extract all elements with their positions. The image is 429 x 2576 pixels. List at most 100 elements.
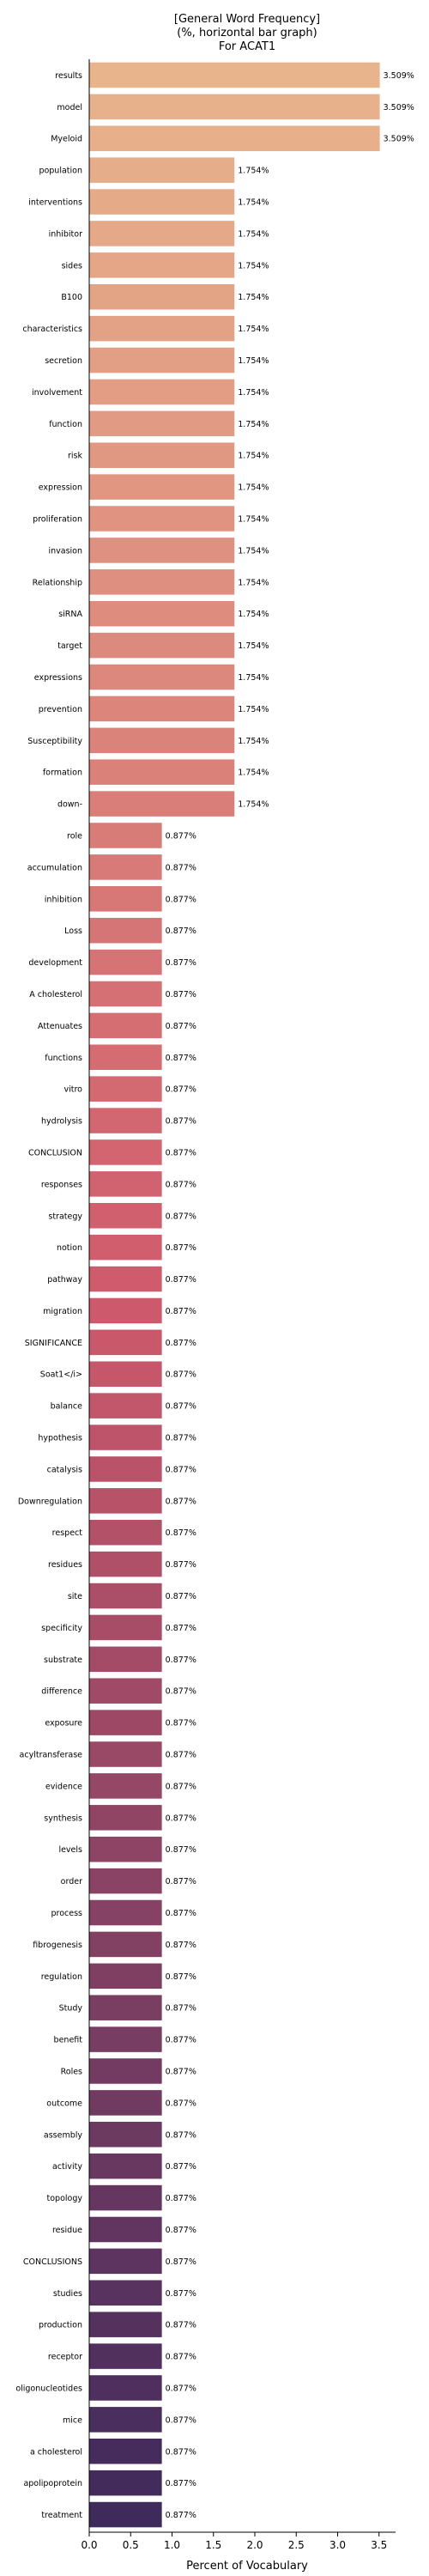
bar: [89, 1044, 162, 1071]
category-label: substrate: [44, 1656, 82, 1665]
data-label: 0.877%: [166, 1687, 196, 1697]
x-axis: 0.0 0.5 1.0 1.5 2.0 2.5 3.0 3.5: [81, 59, 396, 2551]
bar: [89, 1108, 162, 1133]
bar: [89, 2090, 162, 2116]
data-label: 1.754%: [238, 800, 269, 810]
category-label: mice: [63, 2415, 82, 2425]
data-label: 0.877%: [166, 2447, 196, 2457]
data-label: 0.877%: [166, 831, 196, 841]
data-label: 0.877%: [166, 1497, 196, 1506]
category-label: apolipoprotein: [23, 2479, 82, 2488]
category-label: invasion: [48, 546, 82, 556]
bar: [89, 1139, 162, 1165]
bar: [89, 442, 235, 468]
category-label: oligonucleotides: [15, 2384, 82, 2393]
data-label: 0.877%: [166, 1465, 196, 1474]
data-label: 0.877%: [166, 958, 196, 968]
data-label: 0.877%: [166, 1054, 196, 1063]
bar: [89, 1583, 162, 1609]
data-label: 0.877%: [166, 2289, 196, 2299]
bar: [89, 949, 162, 975]
x-axis-title: Percent of Vocabulary: [186, 2560, 308, 2573]
category-label: difference: [41, 1687, 82, 1697]
bar: [89, 1171, 162, 1197]
data-label: 0.877%: [166, 1243, 196, 1253]
data-label: 1.754%: [238, 420, 269, 429]
bar: [89, 1297, 162, 1324]
category-label: proliferation: [33, 515, 82, 525]
bar: [89, 1456, 162, 1482]
bar: [89, 2248, 162, 2275]
bar: [89, 1931, 162, 1958]
data-label: 0.877%: [166, 1877, 196, 1886]
data-label: 0.877%: [166, 2067, 196, 2076]
x-tick-label: 0.0: [81, 2539, 97, 2551]
bar: [89, 1329, 162, 1356]
category-label: responses: [41, 1180, 82, 1189]
x-tick-label: 3.0: [329, 2539, 346, 2551]
data-label: 1.754%: [238, 737, 269, 746]
data-label: 1.754%: [238, 356, 269, 366]
bar: [89, 474, 235, 500]
category-label: CONCLUSION: [28, 1148, 82, 1157]
data-label: 1.754%: [238, 261, 269, 270]
bar: [89, 1012, 162, 1039]
x-tick-label: 1.0: [164, 2539, 180, 2551]
bar: [89, 2312, 162, 2337]
category-label: characteristics: [22, 325, 82, 334]
bar: [89, 1361, 162, 1387]
bar: [89, 1710, 162, 1735]
category-label: outcome: [46, 2099, 82, 2108]
category-label: function: [49, 420, 82, 429]
data-label: 0.877%: [166, 1719, 196, 1728]
category-label: vitro: [64, 1085, 83, 1095]
category-label: benefit: [54, 2036, 83, 2045]
category-label: site: [68, 1592, 82, 1601]
bar: [89, 696, 235, 722]
data-label: 1.754%: [238, 167, 269, 176]
data-label: 1.754%: [238, 610, 269, 619]
category-label: down-: [57, 800, 82, 810]
bar: [89, 1203, 162, 1229]
data-label: 0.877%: [166, 2130, 196, 2140]
bar: [89, 664, 235, 690]
data-label: 1.754%: [238, 705, 269, 714]
category-label: role: [67, 831, 82, 841]
bar: [89, 2216, 162, 2243]
bar: [89, 1425, 162, 1450]
category-label: development: [28, 958, 82, 968]
bar: [89, 1614, 162, 1641]
bar: [89, 538, 235, 563]
bar: [89, 1899, 162, 1926]
data-label: 0.877%: [166, 1782, 196, 1791]
category-label: interventions: [28, 198, 82, 208]
bar: [89, 1519, 162, 1546]
bar: [89, 221, 235, 246]
x-tick-label: 3.5: [371, 2539, 387, 2551]
category-label: respect: [52, 1528, 83, 1538]
data-label: 0.877%: [166, 1022, 196, 1031]
category-label: Downregulation: [18, 1497, 82, 1506]
category-label: population: [39, 167, 82, 176]
category-label: topology: [47, 2194, 83, 2203]
category-label: specificity: [41, 1624, 82, 1633]
bar: [89, 1234, 162, 1261]
bar: [89, 315, 235, 342]
data-label: 0.877%: [166, 1656, 196, 1665]
category-label: inhibition: [45, 895, 82, 904]
bar: [89, 1963, 162, 1990]
bar: [89, 759, 235, 785]
category-label: prevention: [39, 705, 82, 714]
data-label: 0.877%: [166, 1085, 196, 1095]
category-label: residue: [52, 2226, 82, 2235]
bar: [89, 2375, 162, 2401]
category-label: order: [61, 1877, 82, 1886]
data-label: 1.754%: [238, 483, 269, 493]
category-label: Study: [59, 2004, 83, 2014]
bar: [89, 886, 162, 912]
category-label: synthesis: [44, 1814, 82, 1823]
data-label: 0.877%: [166, 1751, 196, 1760]
category-label: accumulation: [27, 863, 82, 872]
category-label: production: [39, 2321, 82, 2330]
data-label: 0.877%: [166, 1592, 196, 1601]
